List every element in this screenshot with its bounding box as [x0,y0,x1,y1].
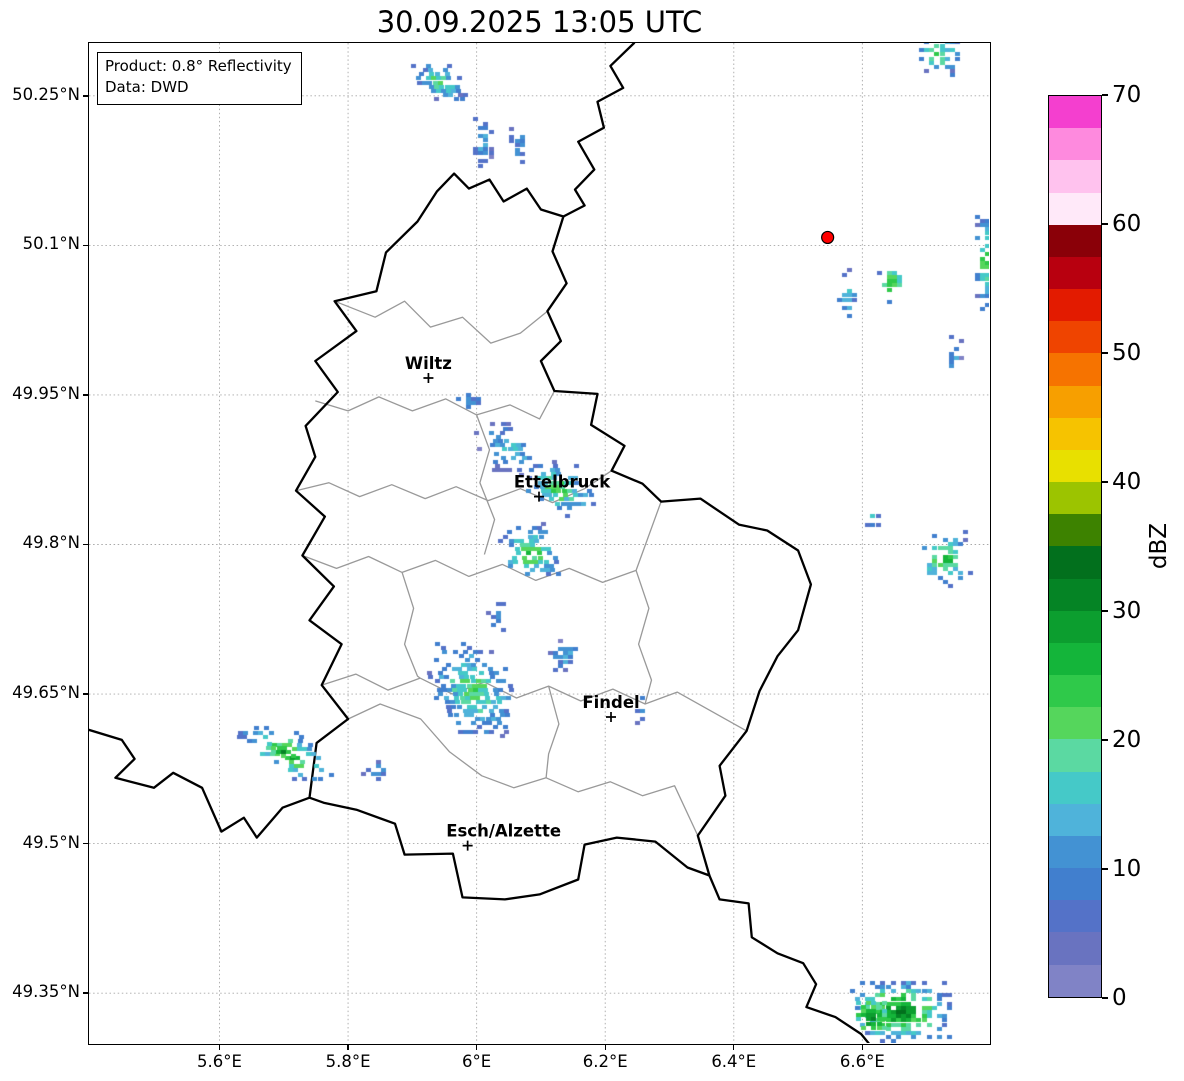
colorbar-band [1049,835,1101,869]
colorbar-tick-mark [1102,610,1108,612]
lat-tick-label: 50.25°N [12,84,80,104]
colorbar-band [1049,224,1101,257]
city-label: Findel [582,693,639,712]
colorbar-tick-label: 40 [1112,469,1142,495]
colorbar-axis-label: dBZ [1146,522,1172,570]
map-area: Wiltz Ettelbruck Findel Esch/Alzette Produc… [88,42,991,1045]
colorbar-tick-mark [1102,352,1108,354]
colorbar-band [1049,256,1101,290]
colorbar-tick-mark [1102,739,1108,741]
colorbar-tick-mark [1102,868,1108,870]
colorbar-tick-mark [1102,94,1108,96]
colorbar-band [1049,771,1101,804]
colorbar-band [1049,610,1101,643]
colorbar-band [1049,321,1101,354]
city-marker [606,711,616,722]
lat-tick-label: 49.35°N [12,982,80,1002]
lat-tick-label: 50.1°N [22,234,80,254]
colorbar-tick-mark [1102,223,1108,225]
colorbar-band [1049,482,1101,515]
lat-tick-label: 49.65°N [12,683,80,703]
legend-product-line: Product: 0.8° Reflectivity [105,57,292,75]
y-tick-mark [83,992,88,994]
map-annotation-layer: Wiltz Ettelbruck Findel Esch/Alzette [405,230,835,851]
y-tick-mark [83,394,88,396]
city-marker [534,491,544,502]
colorbar-band [1049,707,1101,740]
city-label: Wiltz [405,354,452,373]
lon-tick-label: 6.4°E [711,1052,757,1071]
colorbar-tick-mark [1102,481,1108,483]
colorbar-band [1049,160,1101,193]
x-tick-mark [861,1045,864,1050]
y-tick-mark [83,244,88,247]
colorbar-band [1049,353,1101,386]
lat-tick-label: 49.5°N [22,832,80,852]
legend-source-line: Data: DWD [105,78,189,97]
lon-tick-label: 5.8°E [325,1052,371,1071]
city-label: Ettelbruck [514,473,611,492]
y-tick-mark [83,693,88,695]
colorbar-band [1049,868,1101,901]
x-tick-mark [604,1045,606,1050]
lon-tick-label: 5.6°E [197,1052,242,1071]
colorbar-tick-label: 10 [1112,856,1142,882]
legend-box: Product: 0.8° Reflectivity Data: DWD [97,52,302,105]
colorbar-tick-label: 50 [1112,340,1142,366]
colorbar-band [1049,128,1101,161]
colorbar-tick-label: 20 [1112,727,1142,753]
x-tick-mark [733,1045,735,1050]
lat-tick-label: 49.95°N [12,383,80,403]
lon-tick-label: 6°E [462,1052,492,1071]
lon-tick-label: 6.6°E [839,1052,885,1071]
x-tick-mark [218,1045,221,1050]
x-tick-mark [347,1045,349,1050]
lon-tick-label: 6.2°E [582,1052,628,1071]
x-tick-mark [475,1045,478,1050]
colorbar-band [1049,900,1101,933]
colorbar-band [1049,192,1101,225]
radar-echo-layer [89,43,989,1043]
colorbar-tick-label: 0 [1112,985,1127,1011]
colorbar-band [1049,96,1101,129]
radar-site-marker [821,230,835,245]
lat-tick-label: 49.8°N [22,533,80,553]
colorbar-band [1049,642,1101,676]
colorbar-band [1049,739,1101,772]
city-marker [462,840,473,851]
colorbar-band [1049,675,1101,708]
colorbar-tick-label: 70 [1112,82,1142,108]
colorbar-tick-mark [1102,997,1108,999]
colorbar-tick-label: 30 [1112,598,1142,624]
colorbar-band [1049,417,1101,450]
colorbar-band [1049,514,1101,547]
city-label: Esch/Alzette [446,822,561,841]
colorbar-band [1049,546,1101,579]
colorbar-band [1049,578,1101,611]
colorbar-band [1049,385,1101,418]
colorbar-band [1049,932,1101,965]
colorbar [1048,95,1102,998]
y-tick-mark [83,95,88,97]
city-marker [423,372,434,383]
colorbar-tick-label: 60 [1112,211,1142,237]
figure-title: 30.09.2025 13:05 UTC [376,5,703,39]
colorbar-band [1049,449,1101,483]
colorbar-band [1049,289,1101,322]
y-tick-mark [83,842,88,845]
colorbar-band [1049,964,1101,997]
colorbar-band [1049,803,1101,836]
y-tick-mark [83,543,88,546]
